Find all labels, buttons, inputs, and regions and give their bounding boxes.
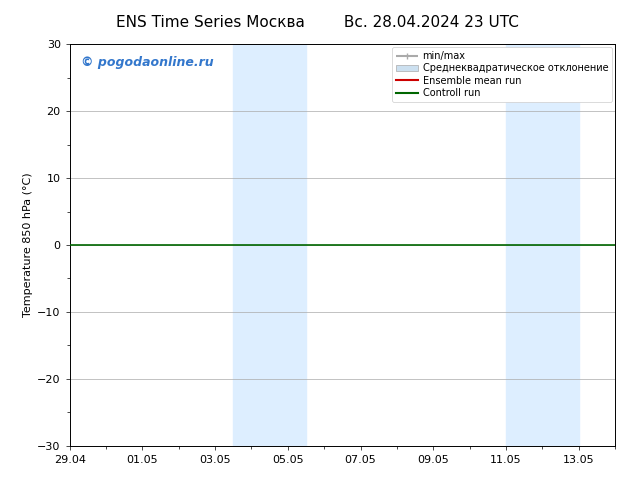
Text: ENS Time Series Москва        Вс. 28.04.2024 23 UTC: ENS Time Series Москва Вс. 28.04.2024 23…: [115, 15, 519, 30]
Bar: [506, 44, 579, 446]
Legend: min/max, Среднеквадратическое отклонение, Ensemble mean run, Controll run: min/max, Среднеквадратическое отклонение…: [392, 47, 612, 102]
Bar: [233, 44, 306, 446]
Text: © pogodaonline.ru: © pogodaonline.ru: [81, 56, 213, 69]
Y-axis label: Temperature 850 hPa (°C): Temperature 850 hPa (°C): [23, 172, 33, 318]
